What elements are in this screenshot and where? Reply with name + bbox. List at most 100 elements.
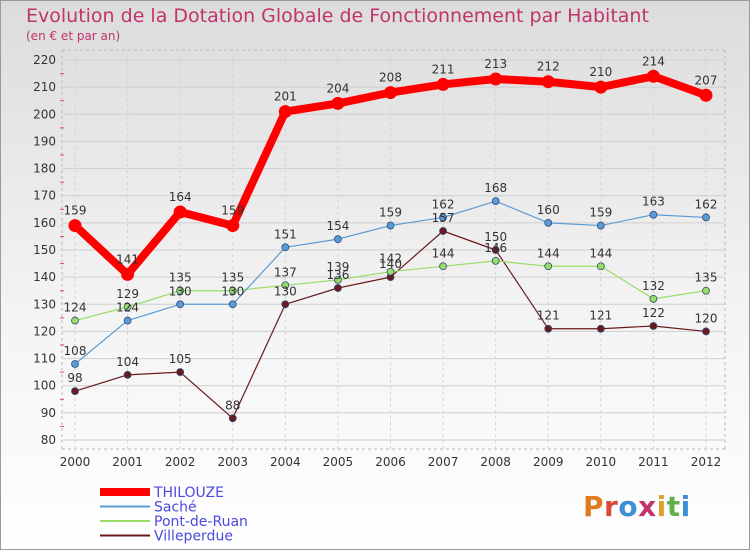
data-point: [702, 286, 710, 295]
data-label: 208: [379, 71, 402, 85]
data-label: 168: [484, 181, 507, 195]
data-label: 129: [116, 287, 139, 301]
data-point: [439, 227, 447, 235]
data-point: [541, 75, 555, 89]
y-tick-label: 90: [41, 406, 56, 420]
data-label: 154: [326, 219, 349, 233]
data-label: 201: [274, 90, 297, 104]
data-point: [68, 219, 82, 233]
data-label: 88: [225, 398, 240, 412]
logo-letter: r: [604, 490, 618, 523]
x-tick-label: 2008: [480, 455, 511, 469]
data-point: [281, 243, 290, 252]
logo-text: Proxiti: [583, 490, 691, 523]
data-labels: 159 141 164 159 201 204 208 211 213 212 210 214 207 1…: [64, 54, 718, 412]
y-tick-label: 190: [33, 134, 56, 148]
data-point: [71, 316, 79, 325]
data-label: 141: [116, 252, 139, 266]
logo-letter: o: [618, 490, 638, 523]
data-point: [594, 80, 608, 94]
data-point: [386, 221, 395, 230]
data-label: 151: [274, 227, 297, 241]
y-tick-label: 210: [33, 80, 56, 94]
data-point: [439, 213, 447, 222]
data-point: [491, 197, 500, 206]
x-tick-label: 2006: [375, 455, 406, 469]
chart-subtitle: (en € et par an): [26, 29, 120, 43]
data-point: [71, 387, 79, 396]
data-label: 130: [169, 284, 192, 298]
data-label: 124: [64, 301, 87, 315]
data-label: 159: [221, 204, 244, 218]
series: [68, 69, 713, 423]
data-point: [334, 235, 342, 244]
data-point: [489, 72, 503, 86]
x-tick-label: 2002: [165, 455, 196, 469]
y-tick-label: 140: [33, 270, 56, 284]
y-tick-label: 200: [33, 107, 56, 121]
data-point: [384, 86, 397, 100]
data-label: 136: [326, 268, 349, 282]
legend-label: Pont-de-Ruan: [154, 514, 248, 530]
chart-title: Evolution de la Dotation Globale de Fonc…: [26, 5, 649, 27]
data-label: 163: [642, 195, 665, 209]
data-point: [491, 256, 500, 265]
data-label: 144: [537, 246, 560, 260]
data-label: 212: [537, 60, 560, 74]
data-label: 164: [169, 190, 192, 204]
data-point: [386, 267, 395, 276]
data-point: [646, 69, 660, 83]
axes: 8090100110120130140150160170180190200210…: [33, 53, 721, 469]
data-label: 121: [589, 309, 612, 323]
data-point: [228, 286, 237, 295]
data-label: 210: [589, 65, 612, 79]
data-label: 150: [484, 230, 507, 244]
legend-label: THILOUZE: [153, 485, 224, 501]
data-point: [226, 219, 240, 233]
data-point: [71, 360, 79, 368]
data-point: [176, 286, 185, 295]
data-point: [334, 275, 342, 284]
data-label: 130: [274, 284, 297, 298]
data-point: [544, 218, 553, 227]
y-tick-label: 100: [33, 379, 56, 393]
data-label: 135: [221, 271, 244, 285]
data-label: 144: [432, 246, 455, 260]
x-tick-label: 2003: [217, 455, 248, 469]
data-label: 157: [432, 211, 455, 225]
data-point: [278, 105, 292, 119]
data-point: [702, 213, 710, 222]
data-point: [334, 284, 342, 292]
data-point: [173, 205, 187, 219]
data-label: 213: [484, 57, 507, 71]
data-label: 162: [432, 197, 455, 211]
data-label: 124: [116, 301, 139, 315]
proxiti-logo: Proxiti: [583, 490, 691, 523]
data-label: 159: [589, 206, 612, 220]
data-label: 160: [537, 203, 560, 217]
data-label: 211: [432, 62, 455, 76]
legend-label: Saché: [154, 500, 197, 516]
logo-letter: t: [667, 490, 681, 523]
data-point: [176, 368, 185, 377]
data-label: 121: [537, 309, 560, 323]
data-label: 130: [221, 284, 244, 298]
y-tick-label: 160: [33, 216, 56, 230]
data-label: 146: [484, 241, 507, 255]
data-point: [649, 210, 658, 219]
data-label: 120: [695, 311, 718, 325]
data-label: 159: [379, 206, 402, 220]
data-point: [699, 88, 713, 102]
x-tick-label: 2001: [112, 455, 143, 469]
data-label: 139: [326, 260, 349, 274]
y-tick-label: 150: [33, 243, 56, 257]
data-label: 98: [67, 371, 82, 385]
data-point: [121, 267, 135, 281]
data-label: 105: [169, 352, 192, 366]
y-tick-label: 130: [33, 297, 56, 311]
data-label: 135: [169, 271, 192, 285]
y-tick-label: 80: [41, 433, 56, 447]
data-point: [281, 281, 290, 290]
data-point: [123, 303, 132, 311]
